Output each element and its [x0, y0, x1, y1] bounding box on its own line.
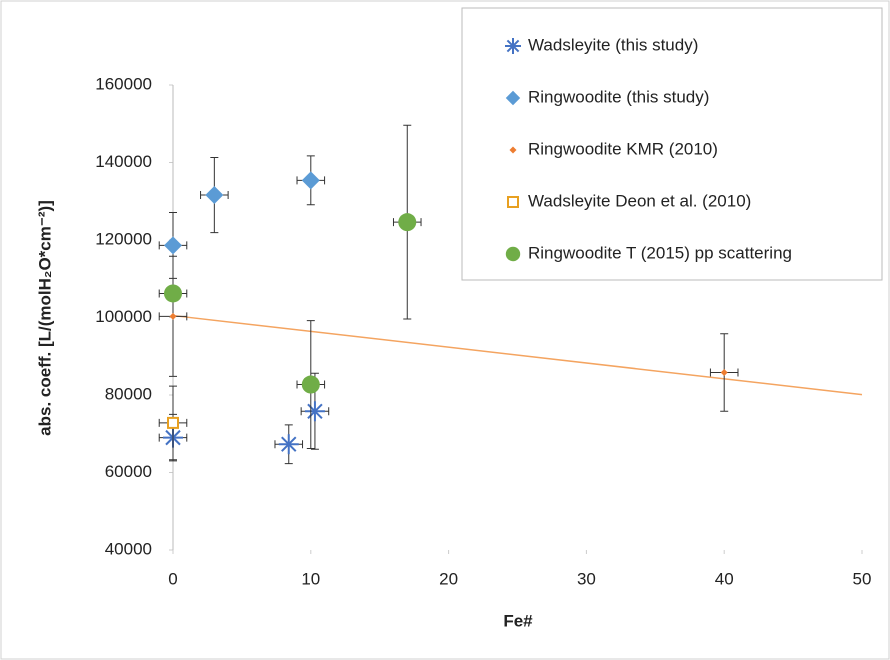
legend-box — [461, 7, 883, 281]
x-axis-label: Fe# — [503, 611, 533, 630]
y-tick-label: 140000 — [95, 152, 152, 171]
y-tick-label: 40000 — [105, 539, 152, 558]
legend-label: Wadsleyite (this study) — [528, 35, 698, 54]
legend-label: Ringwoodite T (2015) pp scattering — [528, 243, 792, 262]
y-tick-label: 120000 — [95, 229, 152, 248]
x-tick-label: 30 — [577, 569, 596, 588]
legend-marker — [509, 146, 517, 154]
x-tick-label: 20 — [439, 569, 458, 588]
y-tick-label: 80000 — [105, 384, 152, 403]
marker — [301, 171, 320, 190]
marker — [304, 401, 325, 422]
marker — [205, 186, 224, 205]
y-axis-label: abs. coeff. [L/(molH₂O*cm⁻²)] — [35, 200, 54, 436]
marker — [398, 213, 417, 232]
marker — [301, 375, 320, 394]
marker — [164, 236, 182, 255]
x-tick-label: 0 — [168, 569, 177, 588]
legend-marker — [505, 38, 521, 54]
marker — [720, 369, 728, 377]
legend-marker — [505, 90, 521, 106]
x-tick-label: 50 — [853, 569, 872, 588]
x-tick-label: 40 — [715, 569, 734, 588]
legend-label: Wadsleyite Deon et al. (2010) — [528, 191, 751, 210]
trendline — [172, 314, 863, 396]
marker — [167, 416, 179, 429]
marker — [169, 312, 177, 320]
legend-marker — [507, 196, 519, 208]
legend-label: Ringwoodite KMR (2010) — [528, 139, 718, 158]
marker — [164, 284, 182, 303]
y-tick-label: 160000 — [95, 74, 152, 93]
y-tick-label: 100000 — [95, 307, 152, 326]
y-tick-label: 60000 — [105, 462, 152, 481]
marker — [278, 434, 299, 455]
x-tick-label: 10 — [301, 569, 320, 588]
legend-label: Ringwoodite (this study) — [528, 87, 709, 106]
legend-marker — [505, 246, 521, 262]
